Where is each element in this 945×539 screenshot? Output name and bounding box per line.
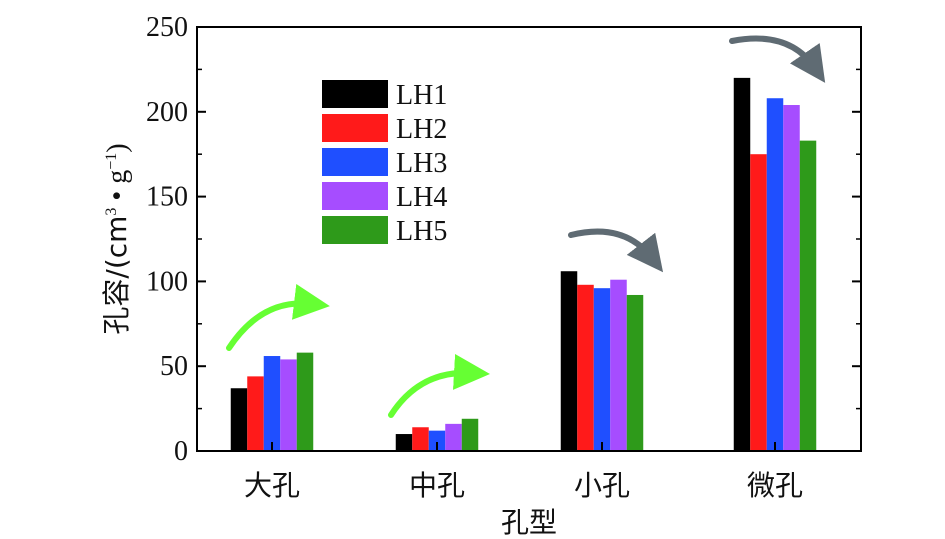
bar-lh4-2: [445, 423, 462, 451]
bar-lh5-4: [799, 140, 817, 451]
legend-swatch-lh1: [322, 80, 388, 108]
legend-swatch-lh5: [322, 216, 388, 244]
legend-swatch-lh2: [322, 114, 388, 142]
legend-label-lh1: LH1: [396, 80, 447, 111]
legend-label-lh2: LH2: [396, 114, 447, 145]
bar-lh1-2: [395, 434, 413, 451]
y-axis-title-sup2: −1: [103, 153, 120, 170]
y-axis-title-sup1: 3: [103, 208, 120, 216]
y-tick-label: 250: [146, 12, 188, 43]
trend-arrow-up-1: [226, 283, 330, 351]
bar-lh2-3: [577, 284, 594, 451]
bar-lh2-4: [750, 154, 767, 451]
trend-arrow-up-2: [388, 354, 490, 418]
legend-label-lh5: LH5: [396, 216, 447, 247]
bar-lh5-1: [296, 352, 314, 451]
x-axis-title: 孔型: [501, 506, 557, 539]
legend-swatch-lh4: [322, 182, 388, 210]
legend-swatch-lh3: [322, 148, 388, 176]
bar-lh3-2: [428, 430, 446, 451]
trend-arrow-down-3: [568, 228, 664, 273]
bar-lh3-3: [593, 288, 611, 451]
bar-lh4-3: [610, 279, 627, 451]
x-axis: 大孔 中孔 小孔 微孔: [244, 442, 803, 502]
bar-lh4-1: [280, 359, 297, 451]
bar-lh3-1: [263, 356, 281, 451]
x-tick-label: 小孔: [574, 469, 630, 502]
x-tick-label: 中孔: [409, 469, 465, 502]
legend-label-lh4: LH4: [396, 182, 447, 213]
bar-lh5-2: [461, 418, 479, 451]
y-axis-title-mid: • g: [102, 170, 133, 208]
y-tick-label: 100: [146, 266, 188, 297]
bar-lh3-4: [766, 98, 784, 452]
bar-lh1-4: [733, 77, 751, 451]
legend-label-lh3: LH3: [396, 148, 447, 179]
x-tick-label: 微孔: [747, 469, 803, 502]
y-axis: 0 50 100 150 200 250: [146, 12, 861, 467]
bar-lh2-1: [247, 376, 264, 451]
y-tick-label: 150: [146, 182, 188, 213]
trend-arrows: [226, 35, 826, 418]
bar-lh5-3: [626, 294, 644, 451]
bars: [230, 77, 817, 452]
trend-arrow-down-4: [729, 35, 826, 83]
y-tick-label: 50: [160, 351, 188, 382]
y-axis-title-main: 孔容/(cm: [100, 216, 133, 335]
x-tick-label: 大孔: [244, 469, 300, 502]
y-axis-title-end: ): [102, 143, 133, 152]
bar-lh4-4: [783, 105, 800, 452]
y-tick-label: 0: [174, 436, 188, 467]
bar-lh1-3: [560, 271, 578, 451]
bar-lh2-2: [412, 427, 429, 451]
bar-lh1-1: [230, 388, 248, 451]
y-tick-label: 200: [146, 97, 188, 128]
y-axis-title: 孔容/(cm3 • g−1): [100, 143, 133, 334]
